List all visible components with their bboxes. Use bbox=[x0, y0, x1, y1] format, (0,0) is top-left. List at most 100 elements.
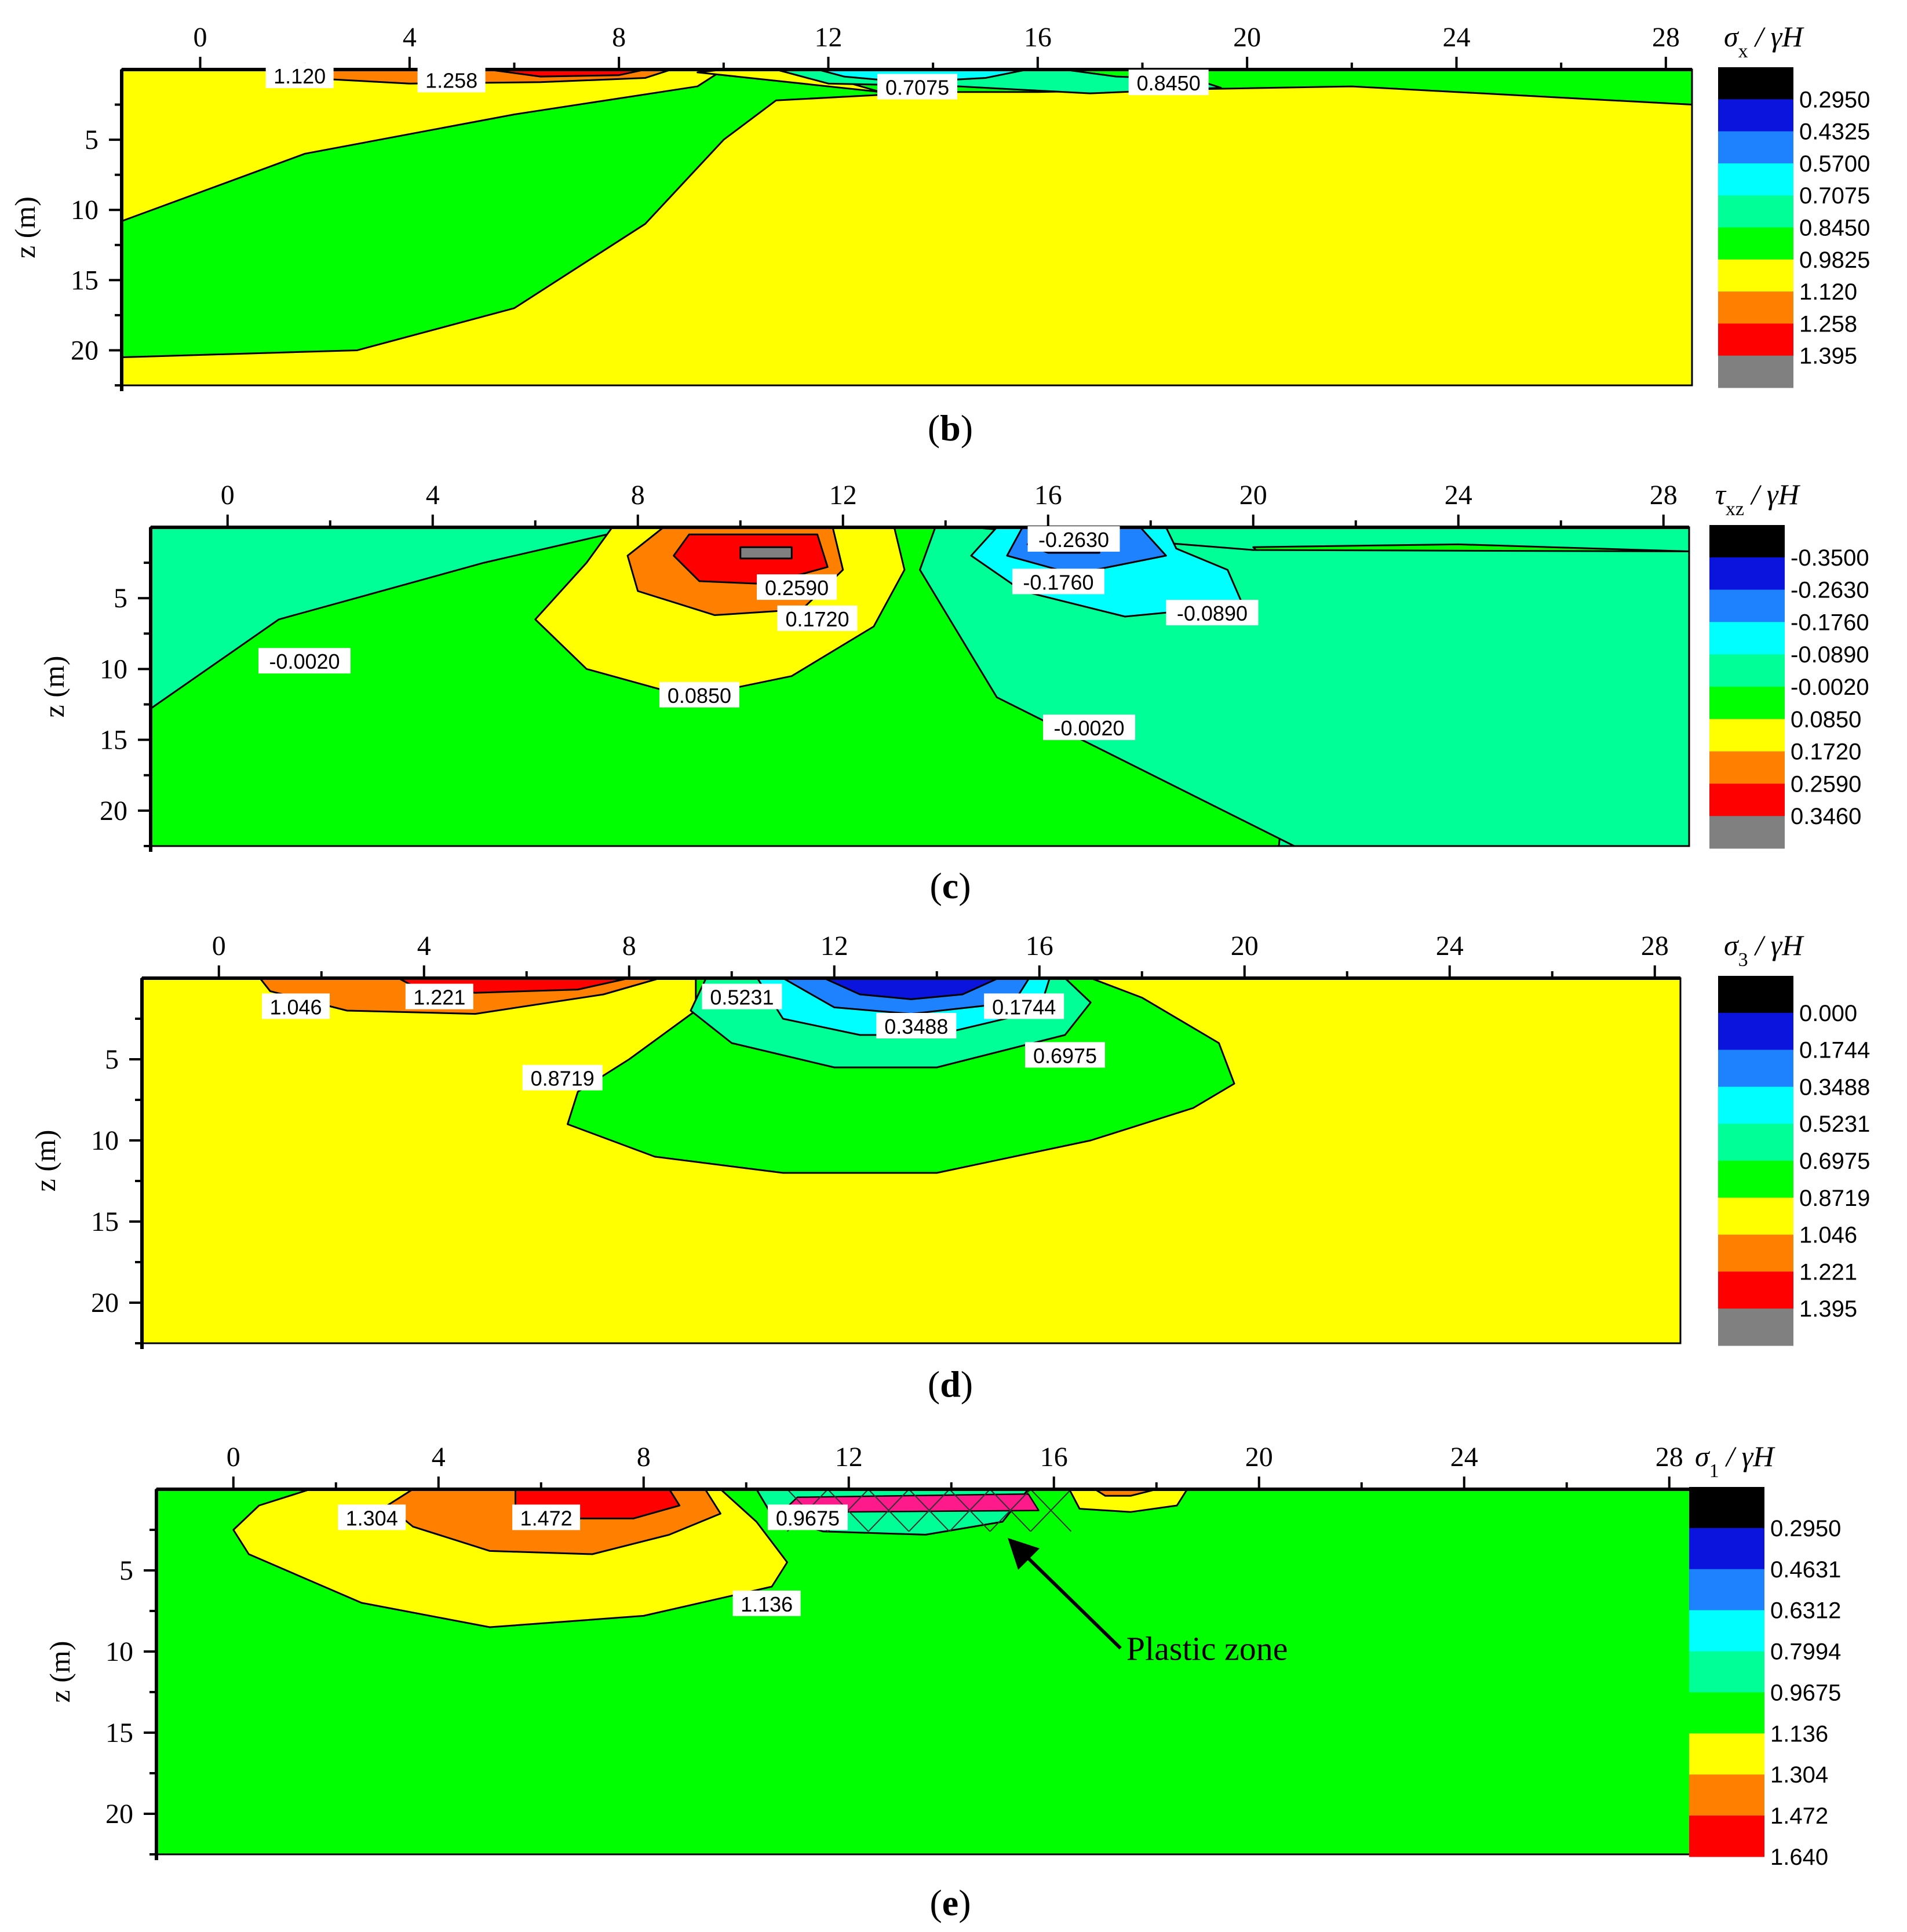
caption-close: ) bbox=[961, 1364, 973, 1405]
contour-label: 0.5231 bbox=[710, 986, 774, 1009]
contour-label: 1.304 bbox=[346, 1506, 398, 1530]
x-tick-label: 16 bbox=[1024, 22, 1052, 53]
y-tick-label: 5 bbox=[119, 1555, 133, 1586]
colorbar-swatch bbox=[1709, 719, 1785, 752]
x-tick-label: 4 bbox=[403, 22, 417, 53]
colorbar-label: 0.1720 bbox=[1791, 739, 1861, 765]
y-tick-label: 10 bbox=[71, 195, 99, 225]
colorbar-swatch bbox=[1689, 1610, 1764, 1652]
colorbar-label: 1.395 bbox=[1799, 1296, 1857, 1322]
contour-label: 1.046 bbox=[269, 995, 322, 1019]
colorbar-swatch bbox=[1718, 291, 1793, 324]
colorbar-swatch bbox=[1718, 1087, 1793, 1124]
colorbar-title-sub: x bbox=[1738, 41, 1748, 62]
contour-label-box bbox=[984, 993, 1064, 1019]
y-axis-label: z (m) bbox=[43, 1641, 76, 1703]
contour-label-box bbox=[732, 1590, 801, 1616]
panel-caption: (b) bbox=[928, 407, 973, 449]
colorbar-title-rest: / γH bbox=[1719, 1440, 1776, 1472]
colorbar-label: 0.9825 bbox=[1799, 247, 1870, 273]
x-tick-label: 12 bbox=[821, 931, 848, 961]
contour-label-box bbox=[1128, 70, 1209, 96]
contour-label: 1.472 bbox=[520, 1506, 573, 1530]
colorbar-label: 0.4325 bbox=[1799, 119, 1870, 145]
contour-label-box bbox=[1043, 715, 1136, 741]
colorbar-swatch bbox=[1709, 622, 1785, 655]
contour-label-box bbox=[258, 648, 351, 674]
colorbar-swatch bbox=[1718, 1308, 1793, 1346]
colorbar-label: 0.4631 bbox=[1770, 1557, 1841, 1583]
x-tick-label: 20 bbox=[1245, 1442, 1273, 1472]
contour-label-box bbox=[417, 67, 486, 93]
annotation-arrow-shaft bbox=[1017, 1547, 1122, 1650]
colorbar-swatch bbox=[1709, 654, 1785, 687]
contour-region bbox=[823, 978, 1000, 1000]
y-tick-label: 15 bbox=[105, 1718, 133, 1748]
colorbar-label: 0.5700 bbox=[1799, 151, 1870, 177]
x-tick-label: 24 bbox=[1436, 931, 1464, 961]
caption-open: ( bbox=[928, 1364, 940, 1405]
colorbar-title-sub: 3 bbox=[1738, 949, 1748, 971]
x-tick-label: 28 bbox=[1656, 1442, 1683, 1472]
hatch-line bbox=[1030, 1489, 1072, 1532]
colorbar-swatch bbox=[1718, 323, 1793, 356]
colorbar-title-symbol: σ bbox=[1724, 929, 1740, 961]
x-tick-label: 0 bbox=[212, 931, 226, 961]
x-tick-label: 24 bbox=[1443, 22, 1471, 53]
caption-open: ( bbox=[928, 407, 940, 449]
y-tick-label: 20 bbox=[105, 1799, 133, 1829]
contour-label-box bbox=[659, 681, 739, 708]
colorbar-swatch bbox=[1718, 67, 1793, 100]
contour-label: 0.6975 bbox=[1033, 1044, 1097, 1067]
contour-label: 0.2590 bbox=[765, 576, 829, 600]
x-tick-label: 8 bbox=[622, 931, 636, 961]
colorbar-title-symbol: σ bbox=[1724, 20, 1740, 53]
colorbar-title-symbol: τ bbox=[1715, 478, 1727, 511]
x-tick-label: 24 bbox=[1445, 480, 1472, 511]
x-tick-label: 20 bbox=[1239, 480, 1267, 511]
y-axis-label: z (m) bbox=[9, 196, 41, 258]
colorbar-label: 0.6312 bbox=[1770, 1598, 1841, 1624]
colorbar-label: 0.1744 bbox=[1799, 1038, 1870, 1063]
colorbar-label: 1.120 bbox=[1799, 279, 1857, 305]
colorbar-label: 0.2950 bbox=[1770, 1516, 1841, 1541]
colorbar-label: 0.2590 bbox=[1791, 771, 1861, 797]
x-tick-label: 28 bbox=[1652, 22, 1680, 53]
contour-label-box bbox=[877, 74, 958, 100]
colorbar-swatch bbox=[1709, 525, 1785, 558]
colorbar-swatch bbox=[1689, 1816, 1764, 1857]
x-tick-label: 8 bbox=[631, 480, 645, 511]
x-tick-label: 4 bbox=[432, 1442, 446, 1472]
colorbar-swatch bbox=[1718, 1124, 1793, 1161]
hatch-line bbox=[949, 1489, 991, 1532]
colorbar-title-sub: xz bbox=[1726, 498, 1744, 520]
panel-caption: (e) bbox=[929, 1882, 971, 1923]
colorbar-swatch bbox=[1689, 1733, 1764, 1775]
colorbar-swatch bbox=[1718, 1161, 1793, 1198]
y-tick-label: 20 bbox=[71, 335, 99, 366]
colorbar-swatch bbox=[1718, 99, 1793, 132]
colorbar-swatch bbox=[1718, 195, 1793, 228]
contour-label: 0.3488 bbox=[884, 1015, 948, 1038]
contour-label-box bbox=[777, 605, 858, 631]
annotation-label: Plastic zone bbox=[1126, 1630, 1288, 1667]
colorbar-swatch bbox=[1718, 1197, 1793, 1235]
contour-label: 0.7075 bbox=[885, 75, 949, 99]
colorbar-title-symbol: σ bbox=[1695, 1440, 1711, 1472]
contour-label: 1.136 bbox=[741, 1592, 793, 1616]
y-tick-label: 15 bbox=[71, 265, 99, 296]
contour-label: 0.9675 bbox=[776, 1506, 840, 1530]
caption-open: ( bbox=[929, 865, 942, 906]
colorbar-label: 1.395 bbox=[1799, 344, 1857, 369]
x-tick-label: 16 bbox=[1040, 1442, 1068, 1472]
colorbar-label: 0.9675 bbox=[1770, 1680, 1841, 1705]
contour-label-box bbox=[1166, 600, 1259, 626]
contour-label: 1.258 bbox=[425, 68, 477, 92]
x-tick-label: 8 bbox=[612, 22, 626, 53]
contour-label-box bbox=[1012, 568, 1104, 595]
x-tick-label: 28 bbox=[1650, 480, 1678, 511]
panel-c: 0 4 8 12 16 20 24 28 5 10 15 20 z (m) -0.0020 0.2590 0.… bbox=[38, 478, 1869, 906]
panel-d: 0 4 8 12 16 20 24 28 5 10 15 20 z (m) 1.046 1.221 0.523… bbox=[29, 929, 1870, 1405]
colorbar-swatch bbox=[1718, 131, 1793, 164]
x-tick-label: 4 bbox=[426, 480, 440, 511]
